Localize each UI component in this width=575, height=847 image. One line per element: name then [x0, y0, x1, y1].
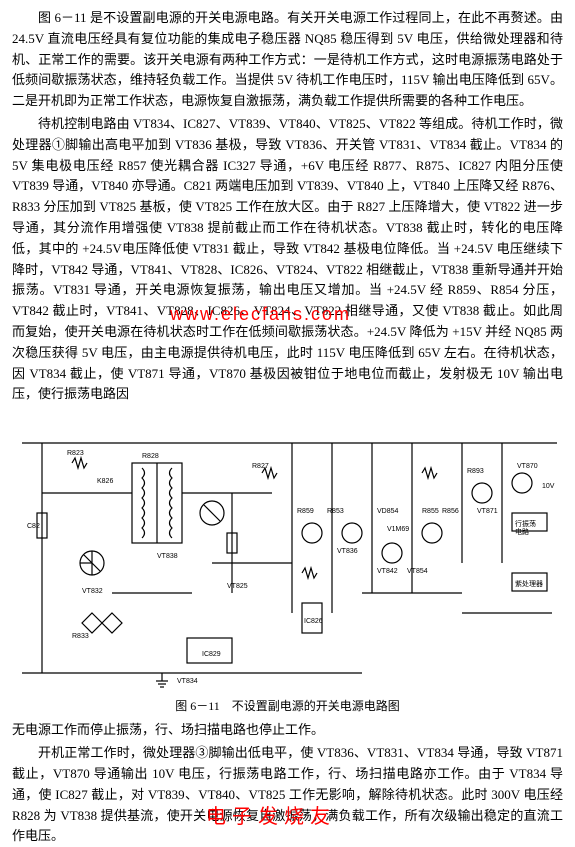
label-v1m69: V1M69: [387, 526, 409, 533]
label-k826: K826: [97, 478, 113, 485]
label-r828: R828: [142, 453, 159, 460]
label-10v: 10V: [542, 483, 555, 490]
label-vt842: VT842: [377, 568, 398, 575]
paragraph-2: 待机控制电路由 VT834、IC827、VT839、VT840、VT825、VT…: [12, 114, 563, 405]
label-r853: R853: [327, 508, 344, 515]
label-vt838: VT838: [157, 553, 178, 560]
label-ic826: IC826: [304, 618, 323, 625]
circuit-svg: R823 R828 K826 VT838 VT832 C82 R833 VT82…: [12, 413, 563, 693]
label-r856: R856: [442, 508, 459, 515]
circuit-diagram: R823 R828 K826 VT838 VT832 C82 R833 VT82…: [12, 413, 563, 693]
label-r893: R893: [467, 468, 484, 475]
label-r859: R859: [297, 508, 314, 515]
label-vt854: VT854: [407, 568, 428, 575]
label-r823: R823: [67, 450, 84, 457]
diagram-caption: 图 6－11 不设置副电源的开关电源电路图: [12, 697, 563, 716]
label-line-osc: 行振荡: [515, 519, 536, 528]
paragraph-1: 图 6－11 是不设置副电源的开关电源电路。有关开关电源工作过程同上，在此不再赘…: [12, 8, 563, 112]
paragraph-3: 无电源工作而停止振荡，行、场扫描电路也停止工作。: [12, 720, 563, 741]
label-line-osc2: 电路: [515, 527, 529, 536]
label-vt832: VT832: [82, 588, 103, 595]
label-r833: R833: [72, 633, 89, 640]
label-vt871: VT871: [477, 508, 498, 515]
label-vt834: VT834: [177, 678, 198, 685]
label-r827: R827: [252, 463, 269, 470]
label-r855: R855: [422, 508, 439, 515]
label-processor: 紫处理器: [515, 579, 543, 588]
watermark-url: www.elecfans.com: [170, 300, 351, 329]
label-vt825: VT825: [227, 583, 248, 590]
watermark-brand: 电子发烧友: [206, 801, 336, 833]
label-vt836: VT836: [337, 548, 358, 555]
label-vd854: VD854: [377, 508, 399, 515]
label-vt870: VT870: [517, 463, 538, 470]
label-c82: C82: [27, 523, 40, 530]
label-ic829: IC829: [202, 651, 221, 658]
